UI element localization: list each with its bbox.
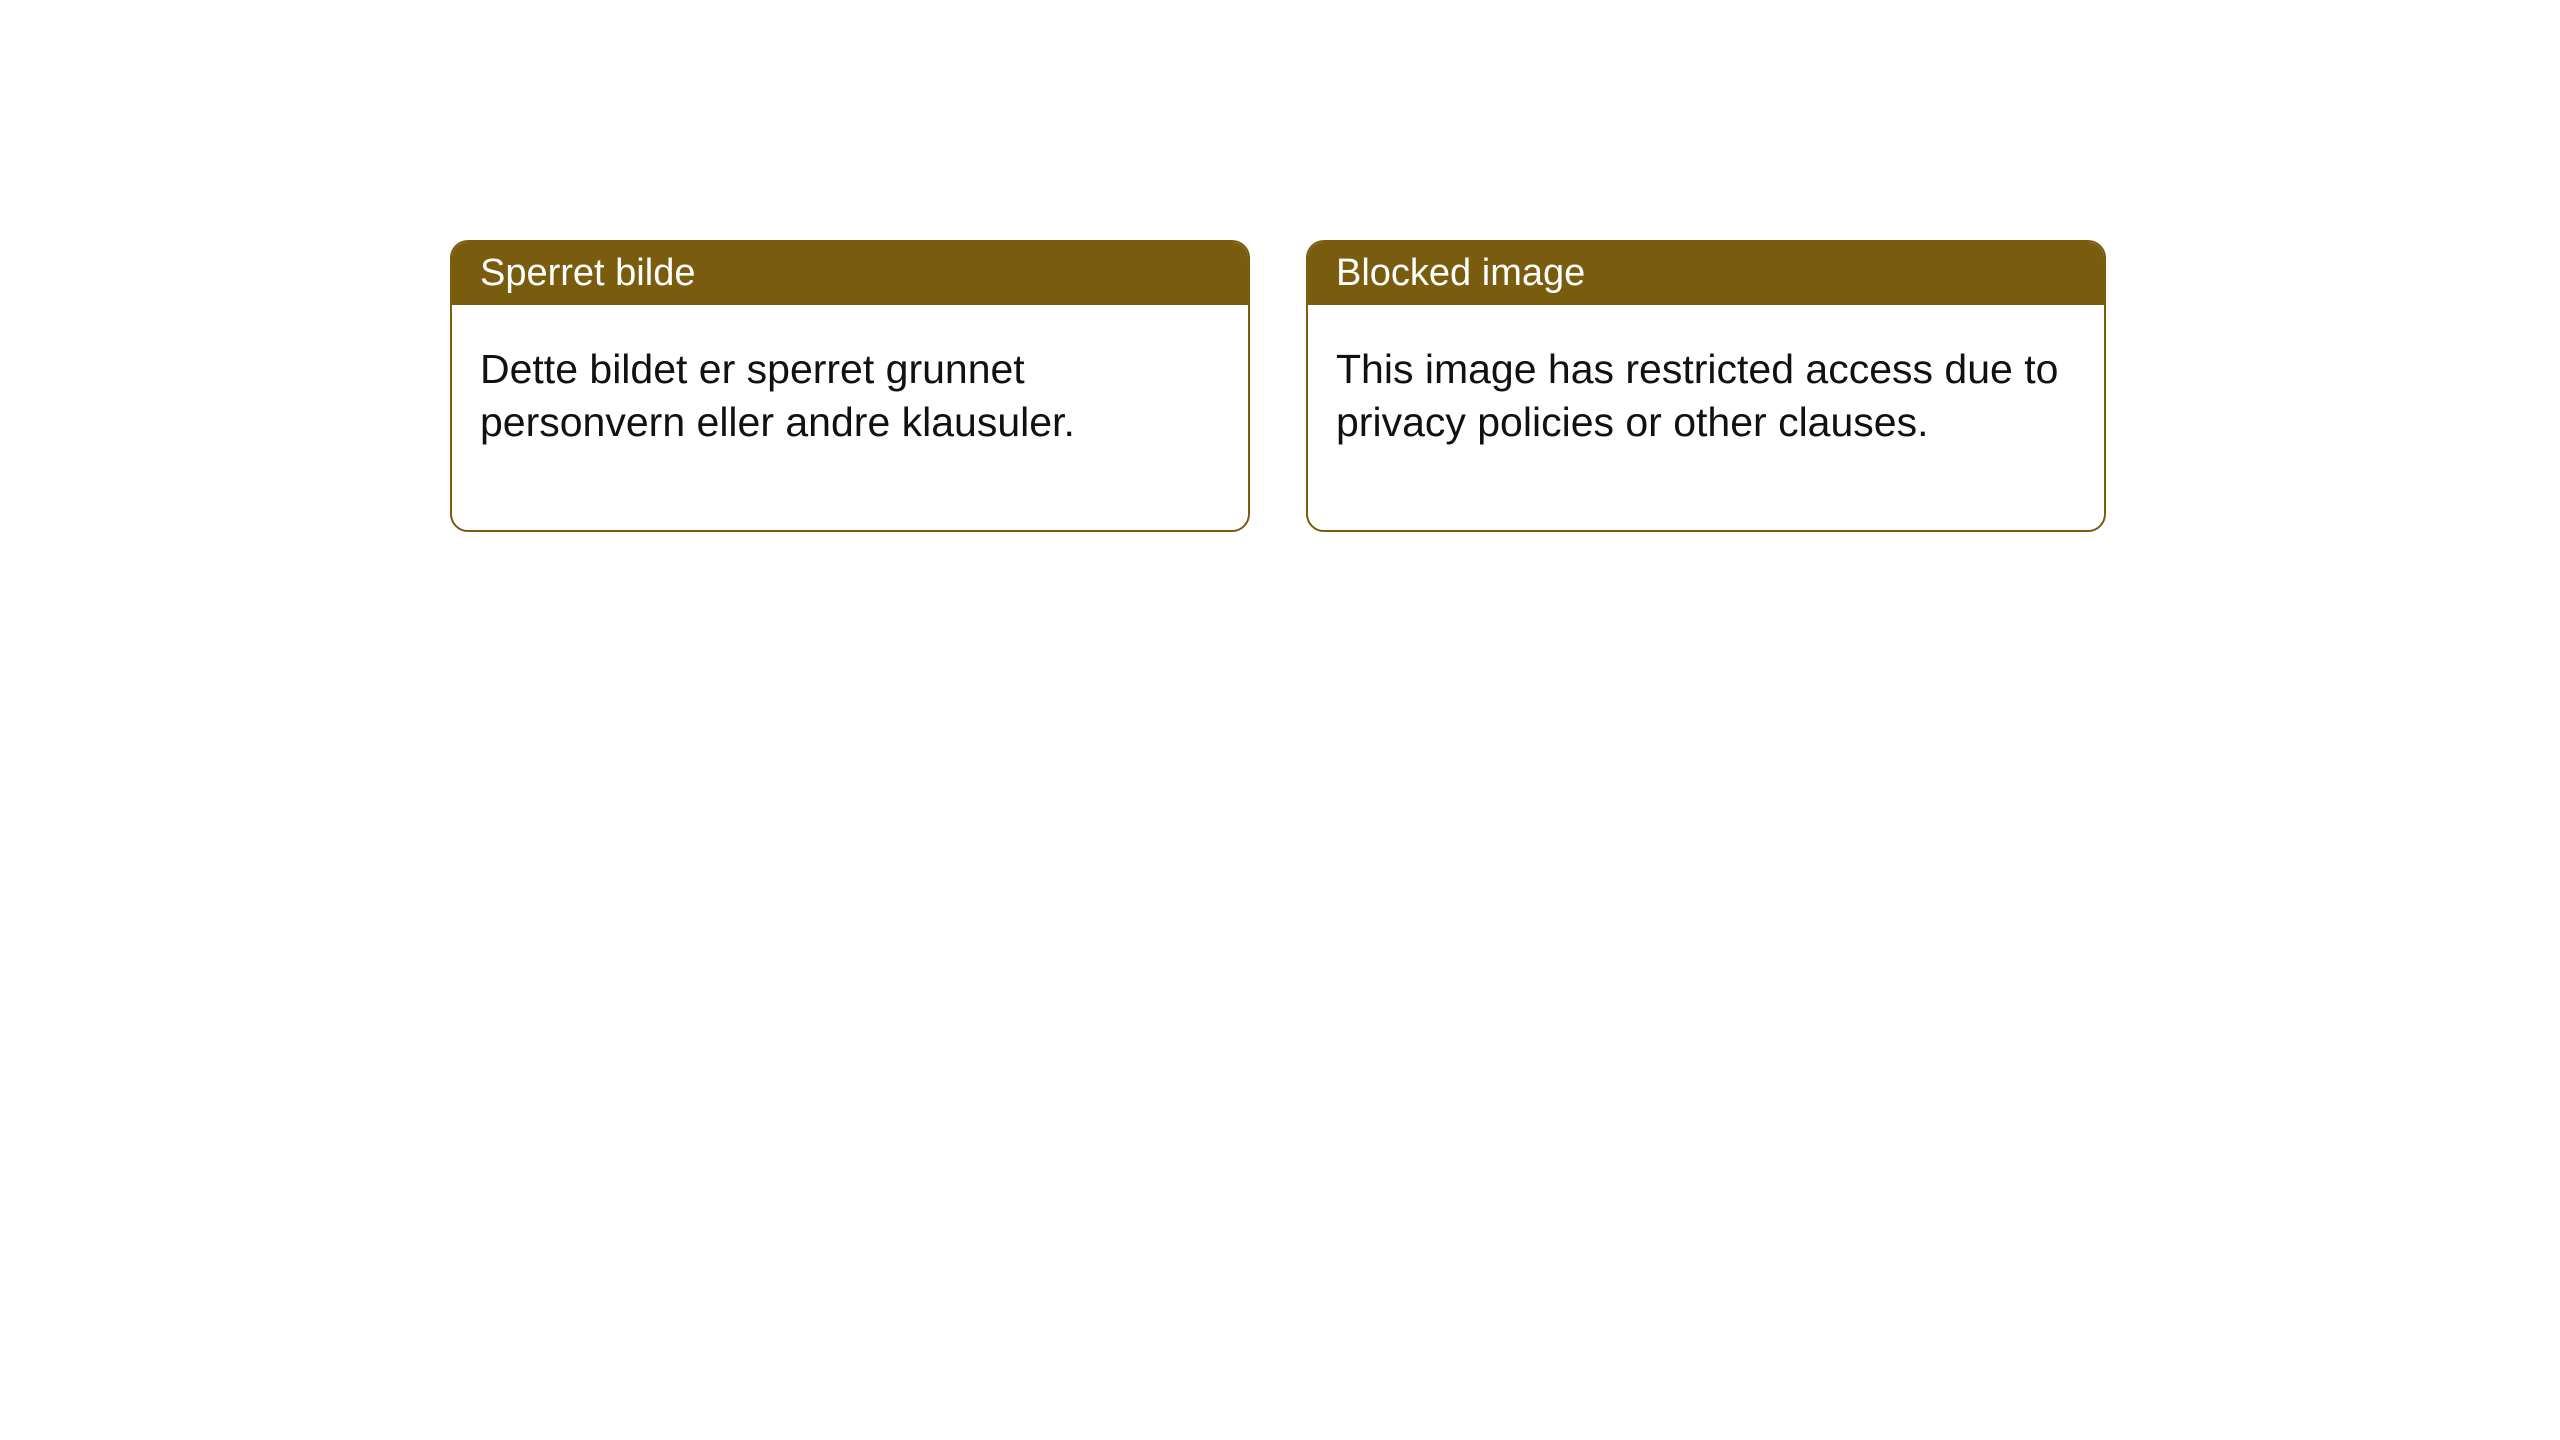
notice-card-english: Blocked image This image has restricted … <box>1306 240 2106 532</box>
card-body-text: This image has restricted access due to … <box>1336 346 2058 445</box>
card-title: Sperret bilde <box>480 252 695 294</box>
card-header: Sperret bilde <box>452 242 1248 305</box>
card-body-text: Dette bildet er sperret grunnet personve… <box>480 346 1075 445</box>
card-body: Dette bildet er sperret grunnet personve… <box>452 305 1248 530</box>
card-body: This image has restricted access due to … <box>1308 305 2104 530</box>
card-title: Blocked image <box>1336 252 1585 294</box>
notice-card-norwegian: Sperret bilde Dette bildet er sperret gr… <box>450 240 1250 532</box>
notice-card-row: Sperret bilde Dette bildet er sperret gr… <box>450 240 2106 532</box>
card-header: Blocked image <box>1308 242 2104 305</box>
